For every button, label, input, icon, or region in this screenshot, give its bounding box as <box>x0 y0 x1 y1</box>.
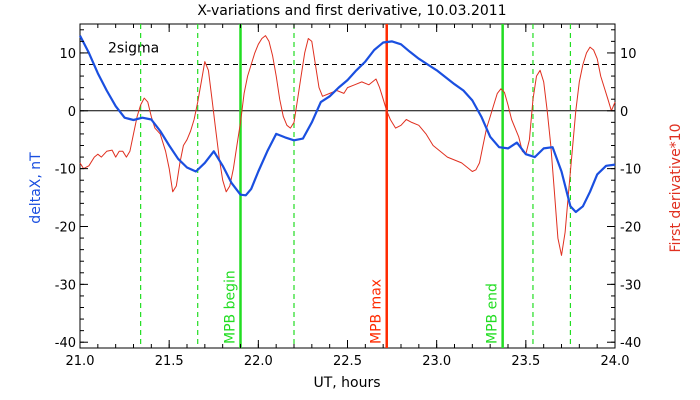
y-left-tick-label-3: -20 <box>55 221 76 236</box>
y-right-tick-label-2: -10 <box>620 163 641 178</box>
y-right-tick-label-3: -20 <box>620 221 641 236</box>
y-right-tick-label-5: -40 <box>620 336 641 351</box>
x-tick-label-6: 24.0 <box>601 354 630 369</box>
vertical-marker-label-4: MPB max <box>369 279 385 344</box>
x-tick-label-4: 23.0 <box>422 354 451 369</box>
threshold-label: 2sigma <box>108 41 159 57</box>
series-line-0 <box>79 35 616 214</box>
y-axis-label-right: First derivative*10 <box>668 123 684 252</box>
y-axis-label-left: deltaX, nT <box>28 152 44 224</box>
vertical-marker-label-5: MPB end <box>485 283 501 344</box>
plot-area: 2sigma MPB begin MPB max MPB end <box>79 23 616 349</box>
y-left-tick-label-2: -10 <box>55 163 76 178</box>
y-left-tick-label-1: 0 <box>68 105 76 120</box>
x-tick-label-0: 21.0 <box>66 354 95 369</box>
vertical-marker-label-2: MPB begin <box>223 270 239 344</box>
x-axis-label: UT, hours <box>313 375 380 391</box>
x-tick-label-5: 23.5 <box>511 354 540 369</box>
y-left-tick-label-4: -30 <box>55 278 76 293</box>
chart-title: X-variations and first derivative, 10.03… <box>197 3 506 19</box>
series-line-1 <box>79 35 616 256</box>
x-tick-label-1: 21.5 <box>155 354 184 369</box>
x-tick-label-3: 22.5 <box>333 354 362 369</box>
y-right-tick-label-4: -30 <box>620 278 641 293</box>
y-right-tick-label-1: 0 <box>620 105 628 120</box>
y-left-tick-label-5: -40 <box>55 336 76 351</box>
y-right-tick-label-0: 10 <box>620 47 637 62</box>
plot-frame <box>79 23 616 349</box>
y-left-tick-label-0: 10 <box>59 47 76 62</box>
x-tick-label-2: 22.0 <box>244 354 273 369</box>
